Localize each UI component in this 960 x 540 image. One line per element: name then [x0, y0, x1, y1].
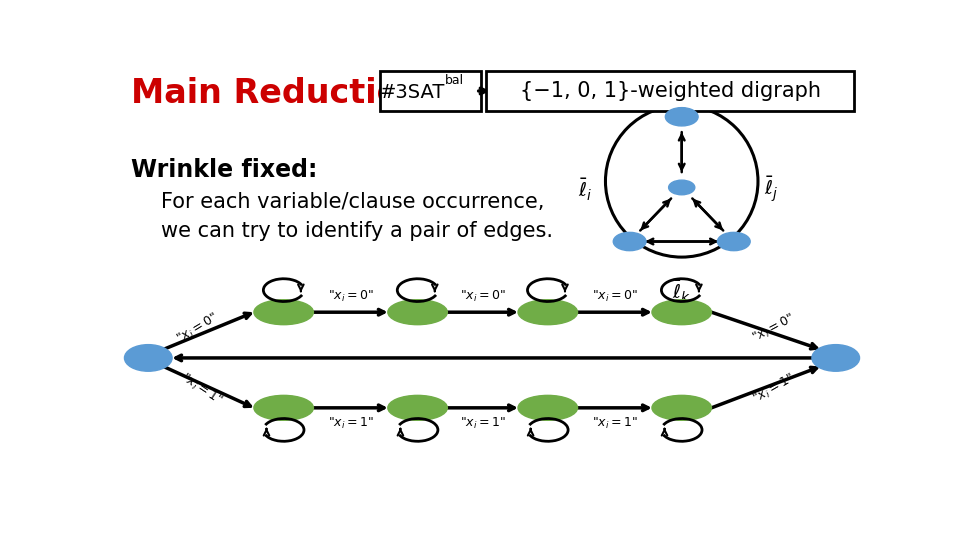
Ellipse shape [253, 300, 313, 325]
Text: #3SAT: #3SAT [380, 83, 445, 102]
Text: "$x_i = 1$": "$x_i = 1$" [750, 371, 797, 407]
Circle shape [665, 107, 698, 126]
Text: $\bar{\ell}_j$: $\bar{\ell}_j$ [764, 175, 779, 204]
Text: we can try to identify a pair of edges.: we can try to identify a pair of edges. [161, 221, 553, 241]
Ellipse shape [253, 395, 313, 420]
Text: "$x_i = 0$": "$x_i = 0$" [750, 312, 798, 346]
Ellipse shape [388, 300, 447, 325]
Ellipse shape [518, 300, 578, 325]
FancyBboxPatch shape [486, 71, 854, 111]
Text: $\bar{\ell}_i$: $\bar{\ell}_i$ [578, 177, 592, 202]
Text: "$x_i = 1$": "$x_i = 1$" [178, 370, 225, 408]
Ellipse shape [652, 395, 711, 420]
Circle shape [717, 232, 750, 251]
Text: {−1, 0, 1}-weighted digraph: {−1, 0, 1}-weighted digraph [519, 81, 821, 101]
Text: "$x_i = 0$": "$x_i = 0$" [460, 289, 506, 304]
Ellipse shape [518, 395, 578, 420]
Ellipse shape [388, 395, 447, 420]
Text: For each variable/clause occurrence,: For each variable/clause occurrence, [161, 192, 544, 212]
Text: "$x_i = 1$": "$x_i = 1$" [592, 416, 637, 431]
Circle shape [613, 232, 646, 251]
Text: "$x_i = 1$": "$x_i = 1$" [327, 416, 373, 431]
Ellipse shape [652, 300, 711, 325]
Text: "$x_i = 0$": "$x_i = 0$" [327, 289, 373, 304]
Circle shape [812, 345, 859, 371]
Circle shape [125, 345, 172, 371]
Text: "$x_i = 0$": "$x_i = 0$" [174, 310, 221, 347]
Text: "$x_i = 0$": "$x_i = 0$" [592, 289, 637, 304]
Circle shape [668, 180, 695, 195]
Text: "$x_i = 1$": "$x_i = 1$" [460, 416, 506, 431]
Text: $\bar{\ell}_k$: $\bar{\ell}_k$ [672, 278, 691, 305]
Text: Main Reduction: Main Reduction [132, 77, 423, 110]
Text: Wrinkle fixed:: Wrinkle fixed: [132, 158, 318, 183]
FancyBboxPatch shape [380, 71, 481, 111]
Text: bal: bal [444, 75, 464, 87]
